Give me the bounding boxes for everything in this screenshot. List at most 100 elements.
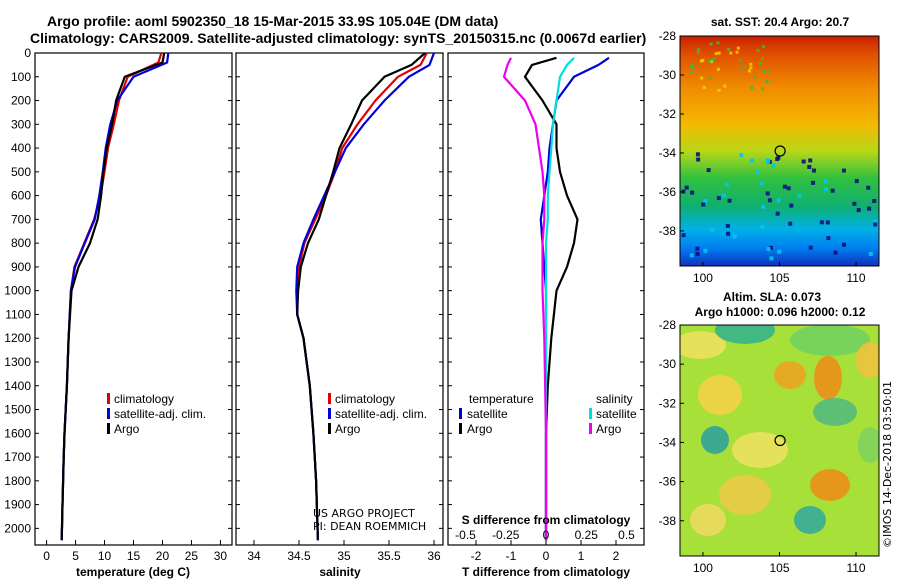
sst-pixel [750,86,754,90]
header-line1: Argo profile: aoml 5902350_18 15-Mar-201… [47,13,498,29]
map-y-tick-label: -28 [659,29,677,43]
sst-pixel [739,153,744,158]
temperature-axes [34,52,233,546]
sst-pixel [782,184,787,189]
s-diff-tick-label: 0.25 [575,528,599,542]
x-tick-label: 35.5 [377,549,401,563]
depth-tick-label: 1200 [4,331,31,345]
sst-pixel [789,203,794,208]
sst-speckle [681,41,878,261]
sst-pixel [819,220,824,225]
sst-ticks: 100 105 110 -28 -30 -32 -34 -36 -38 [659,29,866,285]
sst-pixel [701,58,705,62]
difference-panel: -2 -1 0 1 2 T difference from climatology S … [447,52,645,579]
map-x-tick-label: 110 [846,271,865,285]
sst-pixel [702,86,706,90]
sst-profile-marker [774,145,786,157]
difference-xlabel: T difference from climatology [462,565,630,579]
sla-blob [719,475,771,515]
legend-s-satellite: satellite [596,407,637,421]
legend-swatch-climatology [107,393,110,404]
sst-pixel [716,41,720,45]
sst-pixel [727,198,732,203]
sst-pixel [873,219,878,224]
sst-pixel [750,158,755,163]
map-y-tick-label: -32 [659,396,677,410]
sla-blob [698,375,742,415]
legend-s-title: salinity [596,392,633,406]
sst-pixel [696,157,701,162]
depth-tick-label: 500 [11,165,31,179]
s-difference-label: S difference from climatology [462,513,631,527]
legend-satellite: satellite-adj. clim. [114,407,206,421]
sst-pixel [841,168,846,173]
sst-pixel [695,246,700,251]
sst-pixel [703,248,708,253]
sst-pixel [690,190,695,195]
sla-blob [715,325,775,344]
sst-pixel [771,163,776,168]
sst-pixel [701,202,706,207]
sst-pixel [841,242,846,247]
map-y-tick-label: -34 [659,146,677,160]
sst-pixel [826,236,831,241]
legend-t-title: temperature [469,392,534,406]
s-diff-tick-label: -0.25 [492,528,520,542]
salinity-legend: climatology satellite-adj. clim. Argo [328,392,427,436]
map-y-tick-label: -36 [659,475,677,489]
legend-swatch-climatology-s [328,393,331,404]
depth-tick-label: 1400 [4,379,31,393]
depth-tick-label: 1100 [5,307,31,321]
sst-pixel [762,45,766,49]
sst-pixel [690,64,694,68]
sst-pixel [696,48,700,52]
sst-pixel [729,51,733,55]
sst-pixel [735,50,739,54]
legend-swatch-argo [107,423,110,434]
sst-pixel [681,233,686,238]
sst-pixel [769,256,774,261]
s-diff-tick-label: 0 [543,528,550,542]
x-tick-label: 20 [156,549,170,563]
sst-pixel [692,66,696,70]
sla-blob [814,356,842,400]
sst-pixel [775,211,780,216]
sla-map-panel: Altim. SLA: 0.073 Argo h1000: 0.096 h200… [659,290,880,575]
series-line-argo [296,53,426,541]
sst-pixel [766,70,770,74]
sst-pixel [727,47,731,51]
sst-pixel [716,67,720,71]
x-tick-label: 5 [72,549,79,563]
x-tick-label: 15 [127,549,141,563]
legend-t-argo: Argo [467,422,493,436]
legend-argo-s: Argo [335,422,361,436]
temperature-panel: 0100200300400500600700800900100011001200… [4,46,233,579]
sla-blob [701,426,729,454]
credit-line2: PI: DEAN ROEMMICH [313,520,426,533]
sst-title: sat. SST: 20.4 Argo: 20.7 [711,15,850,29]
x-tick-label: 34 [247,549,261,563]
s-diff-tick-label: 0.5 [618,528,635,542]
sst-pixel [852,201,857,206]
series-line-s-argo [502,57,548,541]
x-tick-label: -1 [506,549,517,563]
sst-pixel [777,249,782,254]
map-x-tick-label: 105 [769,561,789,575]
map-x-tick-label: 110 [846,561,865,575]
x-tick-label: 36 [427,549,441,563]
sst-pixel [716,196,721,201]
sst-pixel [739,67,743,71]
sst-pixel [856,208,861,213]
sst-pixel [725,223,730,228]
legend-t-satellite: satellite [467,407,508,421]
sla-blobs [680,325,879,536]
depth-tick-label: 1500 [4,403,31,417]
map-x-tick-label: 100 [693,561,713,575]
sst-pixel [788,221,793,226]
legend-swatch-s-argo [589,423,592,434]
sst-pixel [695,152,700,157]
sst-pixel [710,227,715,232]
series-line-t-argo [523,56,579,541]
sla-blob [774,361,806,389]
